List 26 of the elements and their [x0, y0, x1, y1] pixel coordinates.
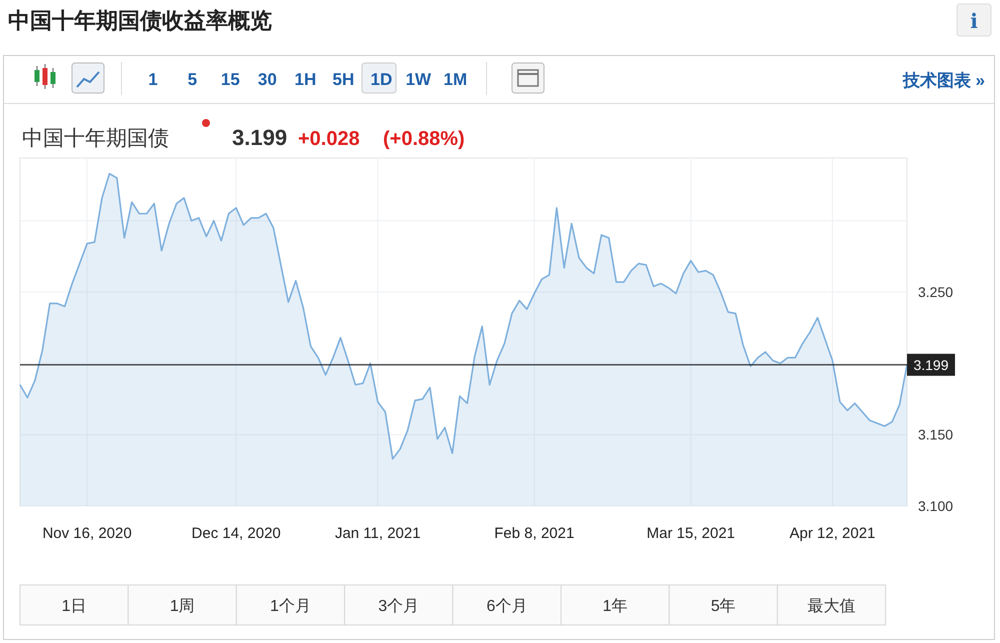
y-tick-label: 3.250 [918, 284, 954, 300]
text: 1个月 [270, 597, 311, 615]
x-tick-label: Jan 11, 2021 [334, 525, 421, 542]
chart-title: 中国十年期国债收益率概览 [8, 8, 272, 33]
text: +0.028 [298, 128, 360, 150]
x-tick-label: Nov 16, 2020 [42, 525, 132, 542]
text: 5年 [710, 598, 736, 615]
text: 1 5 15 30 1H 5H 1D 1W 1M [148, 70, 468, 89]
text: i [970, 9, 978, 33]
text: 1年 [602, 598, 628, 615]
y-tick-label: 3.150 [918, 426, 954, 443]
text: 3个月 [378, 597, 420, 615]
text: 6个月 [486, 597, 528, 615]
text: 1周 [170, 598, 195, 615]
text: (+0.88%) [383, 128, 465, 150]
text: 最大值 [808, 597, 856, 615]
x-tick-label: Dec 14, 2020 [192, 525, 281, 542]
text: 技术图表 » [902, 71, 985, 90]
chart-subtitle: 中国十年期国债 [22, 127, 169, 150]
ref-line-label: 3.199 [913, 356, 949, 373]
text: 3.199 [232, 125, 288, 150]
x-tick-label: Apr 12, 2021 [790, 525, 876, 542]
text: 1日 [62, 598, 87, 615]
y-tick-label: 3.100 [918, 498, 954, 514]
x-tick-label: Feb 8, 2021 [494, 525, 574, 542]
x-tick-label: Mar 15, 2021 [646, 525, 736, 542]
